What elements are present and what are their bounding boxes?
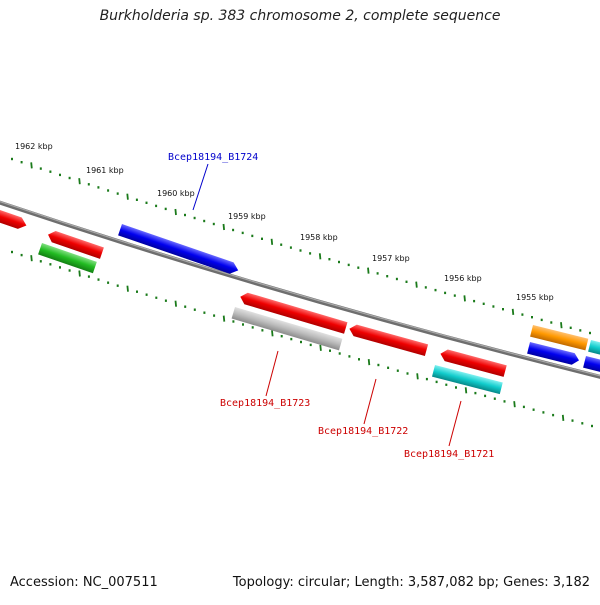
tick-label: 1958 kbp bbox=[300, 233, 338, 242]
tick-label: 1955 kbp bbox=[516, 293, 554, 302]
gene-feature-bcep18194-b1724[interactable] bbox=[118, 224, 240, 276]
major-tick bbox=[30, 255, 33, 262]
gene-label-bcep18194-b1723[interactable]: Bcep18194_B1723 bbox=[220, 398, 310, 409]
summary-text: Topology: circular; Length: 3,587,082 bp… bbox=[232, 575, 590, 590]
gene-label-bcep18194-b1721[interactable]: Bcep18194_B1721 bbox=[404, 449, 494, 460]
major-tick bbox=[513, 401, 516, 408]
gene-feature[interactable] bbox=[38, 243, 97, 274]
map-title: Burkholderia sp. 383 chromosome 2, compl… bbox=[99, 8, 501, 24]
major-tick bbox=[319, 344, 322, 351]
gene-feature[interactable] bbox=[527, 342, 580, 366]
major-tick bbox=[511, 308, 515, 315]
callout-line bbox=[363, 378, 377, 425]
gene-feature[interactable] bbox=[583, 356, 600, 373]
gene-label-bcep18194-b1724[interactable]: Bcep18194_B1724 bbox=[168, 152, 258, 163]
major-tick bbox=[270, 238, 274, 245]
tick-label: 1956 kbp bbox=[444, 274, 482, 283]
major-tick bbox=[174, 208, 177, 216]
gene-feature[interactable] bbox=[239, 291, 348, 334]
major-tick bbox=[560, 322, 563, 329]
tick-label: 1962 kbp bbox=[15, 142, 53, 151]
tick-label: 1959 kbp bbox=[228, 212, 266, 221]
callout-line bbox=[192, 163, 209, 211]
major-tick bbox=[30, 162, 33, 169]
major-tick bbox=[126, 285, 129, 292]
major-tick bbox=[78, 178, 81, 185]
major-tick bbox=[367, 267, 370, 274]
major-tick bbox=[463, 295, 466, 302]
major-tick bbox=[78, 270, 81, 277]
accession-text: Accession: NC_007511 bbox=[10, 575, 158, 590]
gene-feature[interactable] bbox=[530, 325, 589, 351]
gene-feature[interactable] bbox=[348, 323, 429, 356]
gene-feature-bcep18194-b1723[interactable] bbox=[231, 307, 343, 351]
major-tick bbox=[318, 253, 322, 260]
tick-track-inner bbox=[11, 250, 593, 428]
gene-feature[interactable] bbox=[588, 340, 600, 357]
major-tick bbox=[126, 193, 129, 200]
major-tick bbox=[222, 223, 225, 231]
tick-track-outer bbox=[11, 157, 591, 335]
tick-label: 1961 kbp bbox=[86, 166, 124, 175]
tick-label: 1960 kbp bbox=[157, 189, 195, 198]
gene-feature-bcep18194-b1721[interactable] bbox=[431, 365, 503, 395]
callout-line bbox=[448, 400, 462, 447]
major-tick bbox=[222, 315, 226, 322]
gene-feature[interactable] bbox=[46, 229, 104, 259]
major-tick bbox=[174, 300, 177, 307]
gene-feature[interactable] bbox=[439, 348, 507, 377]
major-tick bbox=[561, 414, 565, 421]
chromosome-backbone bbox=[0, 200, 600, 379]
major-tick bbox=[271, 330, 274, 337]
callout-line bbox=[265, 350, 279, 397]
gene-feature[interactable] bbox=[0, 205, 28, 231]
major-tick bbox=[415, 281, 418, 288]
tick-label: 1957 kbp bbox=[372, 254, 410, 263]
major-tick bbox=[416, 373, 419, 380]
major-tick bbox=[367, 359, 371, 366]
major-tick bbox=[464, 387, 468, 394]
gene-label-bcep18194-b1722[interactable]: Bcep18194_B1722 bbox=[318, 426, 408, 437]
